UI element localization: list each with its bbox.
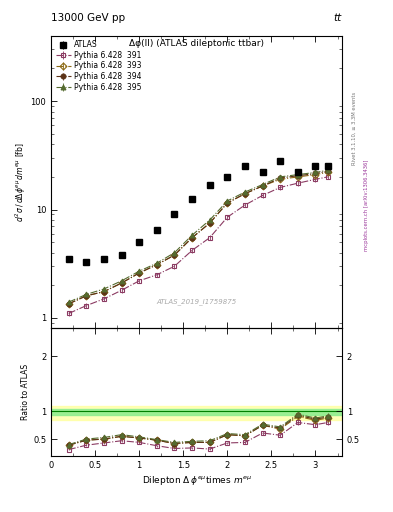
Text: Rivet 3.1.10, ≥ 3.3M events: Rivet 3.1.10, ≥ 3.3M events [352,91,357,165]
Y-axis label: Ratio to ATLAS: Ratio to ATLAS [21,364,30,420]
Bar [51,409,342,415]
Text: 13000 GeV pp: 13000 GeV pp [51,13,125,23]
Legend: ATLAS, Pythia 6.428  391, Pythia 6.428  393, Pythia 6.428  394, Pythia 6.428  39: ATLAS, Pythia 6.428 391, Pythia 6.428 39… [53,38,144,94]
Text: mcplots.cern.ch [arXiv:1306.3436]: mcplots.cern.ch [arXiv:1306.3436] [364,159,369,250]
Text: Δφ(ll) (ATLAS dileptonic ttbar): Δφ(ll) (ATLAS dileptonic ttbar) [129,39,264,48]
Text: tt: tt [334,13,342,23]
Y-axis label: $d^2\sigma\,/\,d\Delta\phi^{e\mu}\,dm^{e\mu}$ [fb]: $d^2\sigma\,/\,d\Delta\phi^{e\mu}\,dm^{e… [13,142,28,222]
Bar [51,406,342,420]
X-axis label: Dilepton $\Delta\,\phi^{e\mu}$times $m^{e\mu}$: Dilepton $\Delta\,\phi^{e\mu}$times $m^{… [141,474,252,487]
Text: ATLAS_2019_I1759875: ATLAS_2019_I1759875 [156,298,237,305]
